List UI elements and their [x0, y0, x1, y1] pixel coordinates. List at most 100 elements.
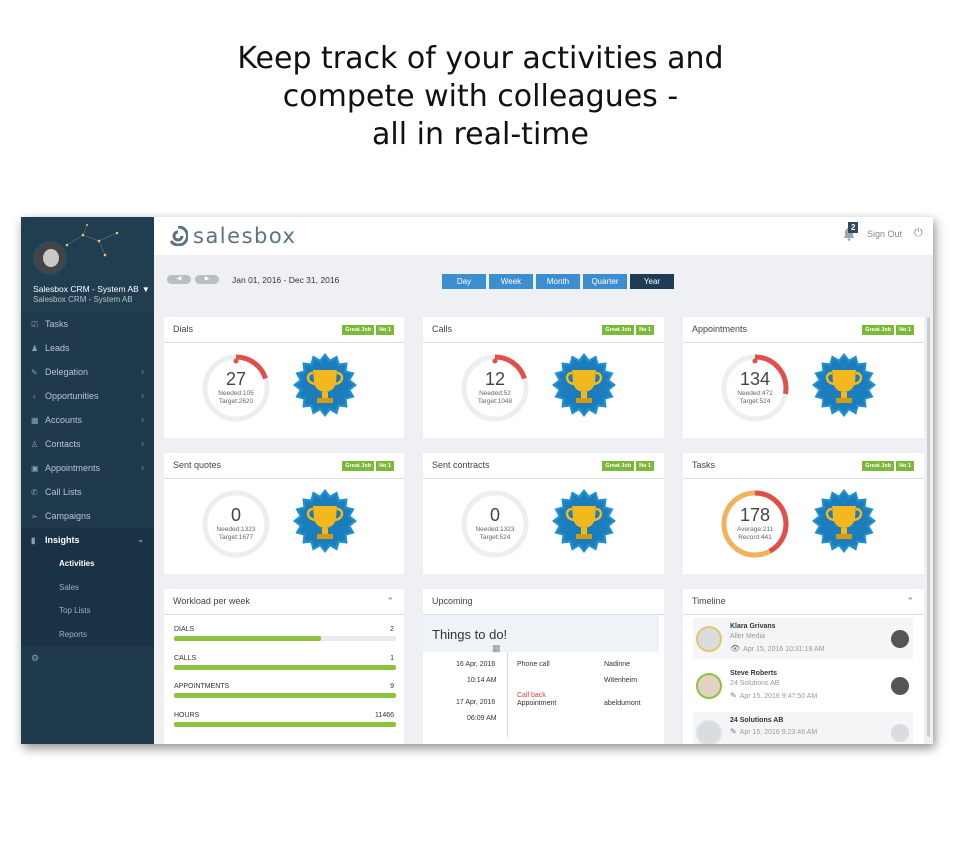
- period-year-button[interactable]: Year: [630, 274, 674, 289]
- cup-handle-right: [334, 507, 344, 522]
- todo-title: Things to do!: [432, 627, 508, 642]
- great-job-badge: Great Job: [602, 461, 635, 471]
- marketing-headline: Keep track of your activities and compet…: [0, 40, 961, 154]
- cup-base: [576, 398, 592, 403]
- sidebar-item-insights[interactable]: ▮ Insights ⌄: [21, 528, 154, 552]
- cup-stem: [841, 392, 847, 398]
- stat-card-tasks: Tasks Great Job No 1 178 Average:211 Rec…: [683, 453, 924, 574]
- trophy-icon: [812, 353, 876, 417]
- sidebar-subitem-reports[interactable]: Reports: [21, 622, 154, 646]
- sign-out-link[interactable]: Sign Out: [867, 229, 903, 239]
- stat-title: Calls: [432, 324, 453, 334]
- workload-bar: [174, 636, 321, 641]
- sidebar-item-delegation[interactable]: ✎ Delegation ‹: [21, 360, 154, 384]
- sidebar-item-contacts[interactable]: ♙ Contacts ‹: [21, 432, 154, 456]
- date-range: Jan 01, 2016 - Dec 31, 2016: [232, 275, 340, 285]
- card-divider: [164, 478, 404, 479]
- trophy-icon: [293, 489, 357, 553]
- sidebar-item-label: Campaigns: [45, 511, 91, 521]
- period-day-button[interactable]: Day: [442, 274, 486, 289]
- period-week-button[interactable]: Week: [489, 274, 533, 289]
- gauge-ring: [721, 354, 789, 422]
- sidebar-item-opportunities[interactable]: ♁ Opportunities ‹: [21, 384, 154, 408]
- period-quarter-button[interactable]: Quarter: [583, 274, 627, 289]
- sidebar-item-tasks[interactable]: ☑ Tasks: [21, 312, 154, 336]
- workload-bar: [174, 693, 396, 698]
- cup-handle-left: [565, 507, 575, 522]
- collapse-chevron-icon[interactable]: ⌃: [386, 596, 394, 606]
- sidebar-subitem-activities[interactable]: Activities: [21, 552, 154, 576]
- user-avatar[interactable]: [33, 241, 67, 275]
- tasks-icon: ☑: [31, 320, 39, 329]
- upcoming-type[interactable]: Appointment: [517, 700, 557, 707]
- sidebar-subitem-sales[interactable]: Sales: [21, 575, 154, 599]
- settings-icon[interactable]: ⚙: [31, 653, 40, 663]
- sidebar-item-appointments[interactable]: ▣ Appointments ‹: [21, 456, 154, 480]
- company-name: Salesbox CRM - System AB: [33, 284, 139, 294]
- cup-stem: [322, 392, 328, 398]
- company-switcher[interactable]: Salesbox CRM - System AB ▼: [33, 284, 150, 294]
- upcoming-contact[interactable]: abeldumont: [604, 700, 641, 707]
- chevron-down-icon: ⌄: [137, 535, 144, 544]
- timeline-time: ✎ Apr 15, 2016 9:23:46 AM: [730, 727, 817, 736]
- workload-value: 9: [390, 683, 394, 690]
- card-divider: [423, 478, 664, 479]
- sidebar-item-label: Delegation: [45, 367, 89, 377]
- sidebar-item-leads[interactable]: ♟ Leads: [21, 336, 154, 360]
- great-job-badge: Great Job: [342, 461, 375, 471]
- user-avatar: [891, 630, 909, 648]
- contacts-icon: ♙: [31, 440, 39, 449]
- upcoming-type[interactable]: Phone call: [517, 661, 550, 668]
- sidebar-subitem-top-lists[interactable]: Top Lists: [21, 599, 154, 623]
- stat-card-appointments: Appointments Great Job No 1 134 Needed:4…: [683, 317, 924, 438]
- gauge-ring: [461, 354, 529, 422]
- appointments-icon: ▣: [31, 464, 39, 473]
- progress-arc: [721, 354, 789, 422]
- insights-icon: ▮: [31, 536, 36, 545]
- edit-icon: ✎: [730, 727, 737, 736]
- upcoming-tag: Call back: [517, 692, 546, 699]
- timeline-item[interactable]: Steve Roberts 24 Solutions AB ✎ Apr 15, 2…: [693, 665, 913, 706]
- timeline-company: 24 Solutions AB: [730, 680, 780, 687]
- power-icon[interactable]: ⏻: [914, 227, 923, 239]
- sidebar-item-label: Insights: [45, 535, 80, 545]
- cup-base: [317, 534, 333, 539]
- sidebar-item-label: Call Lists: [45, 487, 82, 497]
- card-divider: [683, 614, 924, 615]
- sidebar-item-accounts[interactable]: ▦ Accounts ‹: [21, 408, 154, 432]
- upcoming-card: Upcoming Things to do! ▦ 16 Apr, 2016 10…: [423, 589, 664, 744]
- cup-handle-right: [853, 371, 863, 386]
- upcoming-contact[interactable]: Nadinne: [604, 661, 631, 668]
- sidebar-item-label: Tasks: [45, 319, 69, 329]
- period-month-button[interactable]: Month: [536, 274, 580, 289]
- workload-track: [174, 693, 396, 698]
- gauge-ring: [202, 354, 270, 422]
- timeline-item[interactable]: Klara Grivans Aller Media 👁 Apr 15, 2016 …: [693, 618, 913, 659]
- progress-marker: [752, 358, 758, 364]
- sidebar-item-campaigns[interactable]: ➢ Campaigns: [21, 504, 154, 528]
- achievement-badges: Great Job No 1: [862, 461, 914, 471]
- workload-track: [174, 665, 396, 670]
- no1-badge: No 1: [376, 325, 394, 335]
- calendar-icon: ▦: [492, 643, 501, 653]
- app-window: Salesbox CRM - System AB ▼ Salesbox CRM -…: [21, 217, 933, 744]
- opportunities-icon: ♁: [31, 392, 37, 401]
- stat-target: Record:441: [738, 534, 772, 541]
- sidebar-item-call-lists[interactable]: ✆ Call Lists: [21, 480, 154, 504]
- collapse-chevron-icon[interactable]: ⌃: [906, 596, 914, 606]
- timeline-item[interactable]: 24 Solutions AB ✎ Apr 15, 2016 9:23:46 AM: [693, 712, 913, 744]
- company-subtitle: Salesbox CRM - System AB: [33, 295, 133, 304]
- timeline-company: Aller Media: [730, 633, 766, 640]
- salesbox-logo[interactable]: salesbox: [168, 223, 296, 249]
- avatar: [696, 720, 722, 744]
- topbar: salesbox 2 Sign Out ⏻: [154, 217, 933, 255]
- chevron-left-icon: ‹: [141, 367, 144, 376]
- upcoming-title: Upcoming: [432, 596, 473, 606]
- stat-title: Appointments: [692, 324, 748, 334]
- cup-base: [576, 534, 592, 539]
- prev-period-button[interactable]: ◀: [167, 275, 191, 284]
- card-divider: [423, 614, 664, 615]
- next-period-button[interactable]: ▶: [195, 275, 219, 284]
- scrollbar[interactable]: [927, 317, 930, 737]
- workload-card: Workload per week ⌃ DIALS 2 CALLS 1 APPO…: [164, 589, 404, 744]
